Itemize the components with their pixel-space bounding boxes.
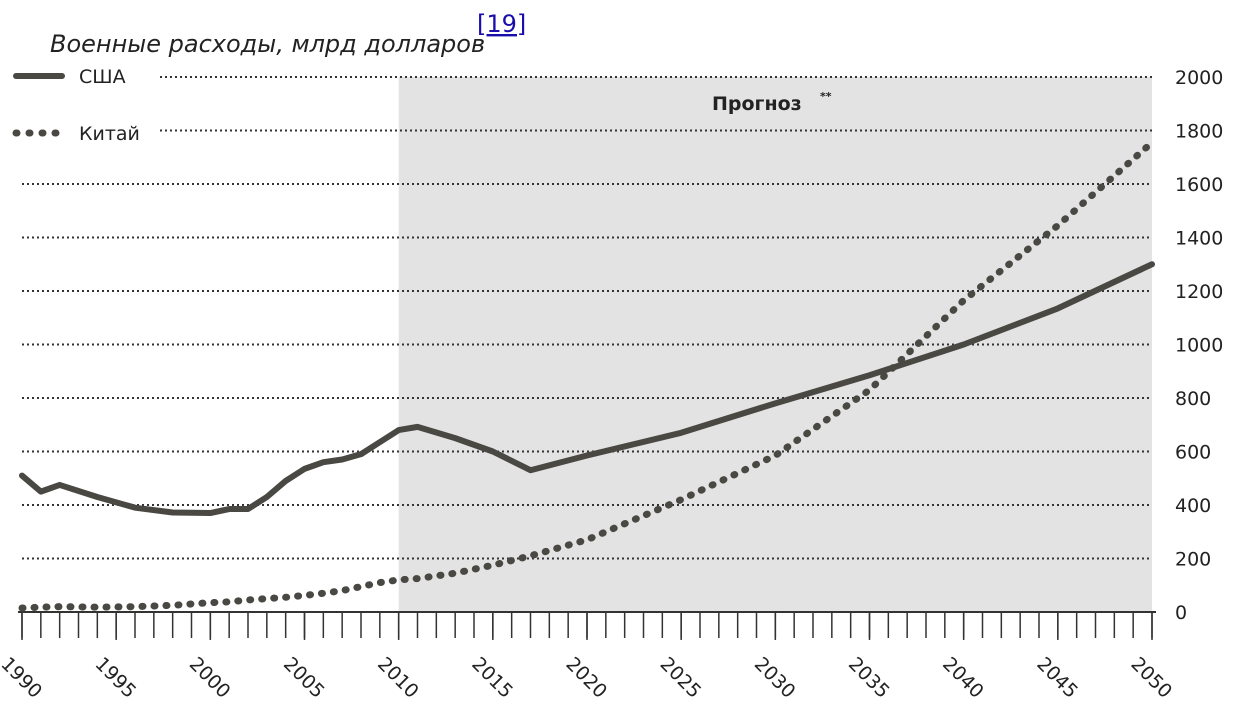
chart-title: Военные расходы, млрд долларов bbox=[50, 30, 485, 58]
x-tick-label: 1990 bbox=[0, 653, 46, 703]
y-tick-label: 400 bbox=[1175, 495, 1211, 517]
x-tick-label: 2040 bbox=[938, 653, 988, 703]
y-tick-label: 1600 bbox=[1175, 174, 1223, 196]
x-tick-label: 2010 bbox=[373, 653, 423, 703]
y-tick-label: 1800 bbox=[1175, 121, 1223, 143]
forecast-label: Прогноз bbox=[712, 93, 802, 115]
legend-label: Китай bbox=[79, 123, 140, 145]
forecast-region bbox=[398, 77, 1153, 612]
y-tick-label: 0 bbox=[1175, 602, 1187, 624]
y-tick-label: 2000 bbox=[1175, 67, 1223, 89]
title-reference[interactable]: [19] bbox=[477, 10, 526, 38]
y-tick-label: 200 bbox=[1175, 549, 1211, 571]
x-tick-label: 2025 bbox=[656, 653, 706, 703]
x-tick-label: 2015 bbox=[467, 653, 517, 703]
x-tick-label: 2030 bbox=[750, 653, 800, 703]
x-tick-label: 2000 bbox=[185, 653, 235, 703]
y-tick-label: 1200 bbox=[1175, 281, 1223, 303]
y-tick-label: 600 bbox=[1175, 442, 1211, 464]
forecast-note: ** bbox=[820, 90, 832, 103]
x-tick-label: 2035 bbox=[844, 653, 894, 703]
x-tick-label: 2050 bbox=[1126, 653, 1176, 703]
x-tick-label: 2045 bbox=[1032, 653, 1082, 703]
series-line bbox=[19, 261, 1155, 517]
x-tick-label: 1995 bbox=[91, 653, 141, 703]
series-line bbox=[18, 139, 1156, 612]
legend-label: США bbox=[79, 66, 126, 88]
y-tick-label: 1000 bbox=[1175, 335, 1223, 357]
x-tick-label: 2005 bbox=[279, 653, 329, 703]
y-tick-label: 1400 bbox=[1175, 228, 1223, 250]
y-tick-label: 800 bbox=[1175, 388, 1211, 410]
x-tick-label: 2020 bbox=[561, 653, 611, 703]
